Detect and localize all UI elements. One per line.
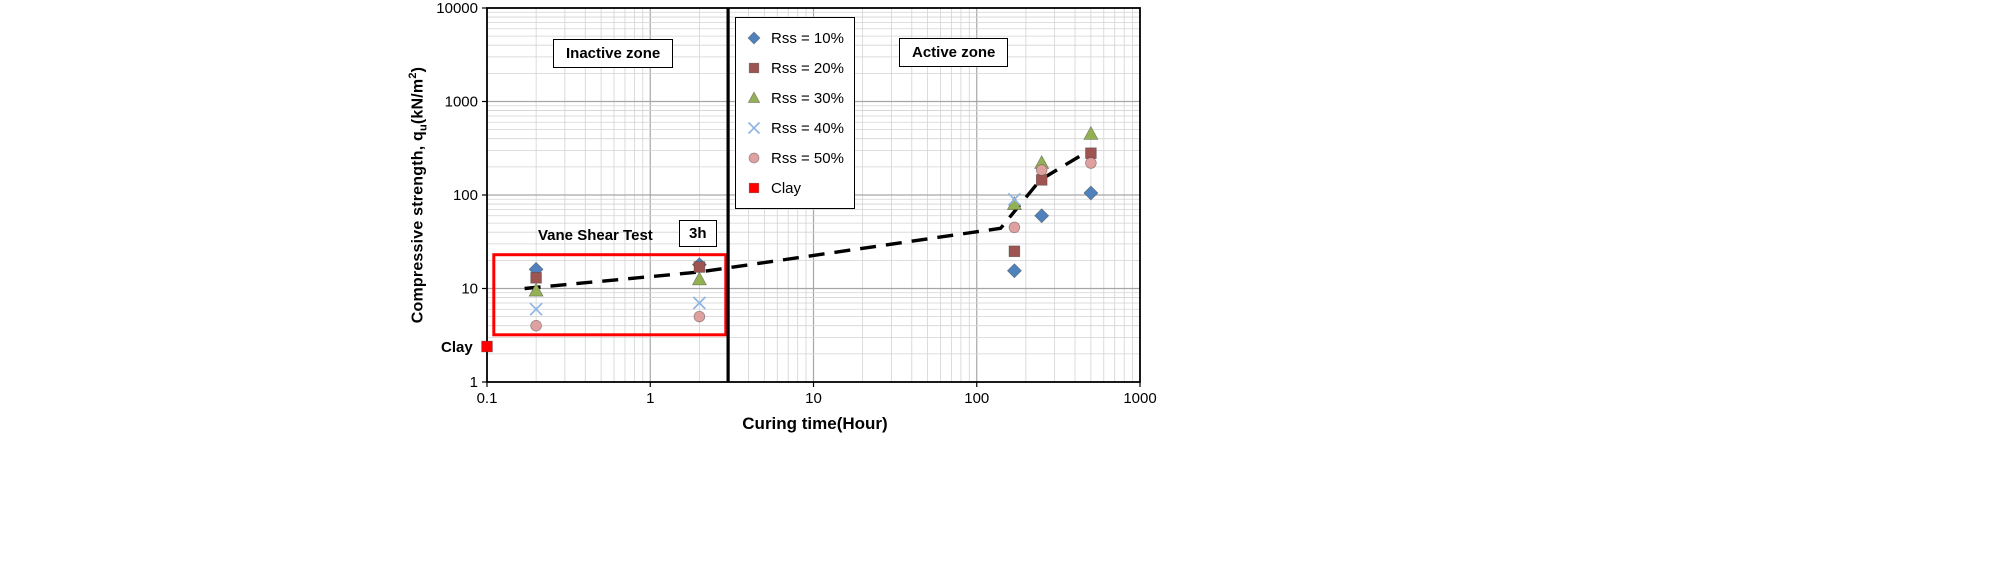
x-tick-label: 1	[646, 390, 654, 407]
legend-item: Rss = 40%	[744, 113, 844, 143]
legend-label: Rss = 10%	[771, 29, 844, 47]
series-clay	[481, 340, 493, 353]
y-tick-label: 100	[453, 187, 478, 204]
y-tick-label: 1	[470, 374, 478, 391]
legend-item: Rss = 50%	[744, 143, 844, 173]
diamond-marker-icon	[747, 31, 761, 45]
inactive-zone-label: Inactive zone	[553, 39, 674, 68]
triangle-marker-icon	[747, 91, 761, 103]
square-marker-icon	[748, 182, 760, 194]
y-axis-title-superscript: 2	[407, 72, 419, 79]
legend-label: Rss = 50%	[771, 149, 844, 167]
y-tick-label: 1000	[445, 94, 478, 111]
vane-shear-highlight-box	[492, 253, 728, 337]
legend-item: Rss = 10%	[744, 23, 844, 53]
x-marker-icon	[747, 121, 761, 135]
series-rss-30-	[528, 125, 1099, 297]
y-axis-title-close: )	[409, 66, 427, 73]
legend-item: Rss = 20%	[744, 53, 844, 83]
series-rss-50-	[530, 157, 1097, 332]
series-rss-20-	[530, 147, 1097, 284]
clay-axis-label: Clay	[441, 339, 473, 356]
active-zone-label: Active zone	[899, 38, 1009, 67]
y-tick-label: 10000	[436, 0, 478, 17]
y-tick-label: 10	[461, 281, 478, 298]
legend-label: Rss = 30%	[771, 89, 844, 107]
chart-legend: Rss = 10% Rss = 20% Rss = 30% Rss = 40% Rss …	[735, 17, 855, 209]
trend-line	[524, 148, 1091, 291]
legend-label: Rss = 40%	[771, 119, 844, 137]
chart-area: 0.1 1 10 100 1000 1 10 100 1000 10000 Compressive…	[395, 0, 1170, 470]
x-tick-label: 10	[805, 390, 822, 407]
series-rss-40-	[529, 192, 1022, 316]
x-axis-title: Curing time(Hour)	[742, 414, 888, 433]
legend-label: Rss = 20%	[771, 59, 844, 77]
y-axis-title-units: (kN/m	[409, 78, 427, 125]
y-axis-title-subscript: u	[417, 124, 430, 132]
x-tick-label: 1000	[1123, 390, 1156, 407]
boundary-3h-label: 3h	[679, 220, 717, 247]
legend-item: Clay	[744, 173, 844, 203]
y-axis-title-text: Compressive strength, q	[409, 131, 427, 324]
legend-label: Clay	[771, 179, 802, 197]
x-tick-label: 0.1	[477, 390, 498, 407]
circle-marker-icon	[748, 152, 760, 164]
legend-item: Rss = 30%	[744, 83, 844, 113]
x-tick-label: 100	[964, 390, 989, 407]
y-axis-title: Compressive strength, qu(kN/m2)	[407, 0, 430, 390]
square-marker-icon	[748, 62, 760, 74]
vane-shear-test-label: Vane Shear Test	[538, 227, 653, 244]
